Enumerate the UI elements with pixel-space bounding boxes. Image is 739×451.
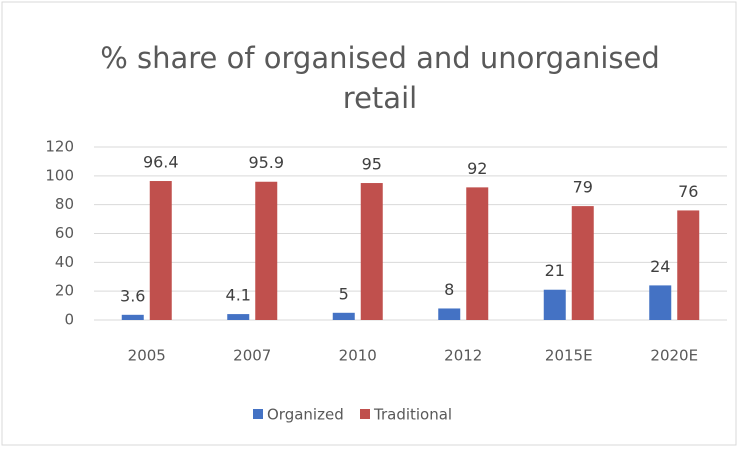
x-tick-label: 2012 [444, 347, 482, 365]
bar [149, 181, 172, 320]
data-label: 92 [467, 159, 487, 178]
x-tick-label: 2010 [339, 347, 377, 365]
bar [543, 289, 566, 320]
bar [438, 308, 461, 320]
y-tick-label: 100 [45, 166, 74, 184]
y-tick-label: 40 [55, 253, 74, 271]
bar [649, 285, 672, 320]
data-label: 8 [444, 280, 454, 299]
y-tick-label: 60 [55, 224, 74, 242]
data-label: 5 [339, 284, 349, 303]
y-tick-label: 80 [55, 195, 74, 213]
data-label: 4.1 [226, 286, 251, 305]
bar [332, 312, 355, 320]
x-tick-label: 2015E [545, 347, 593, 365]
chart-title: % share of organised and unorganised [100, 41, 660, 75]
y-tick-label: 120 [45, 138, 74, 156]
data-label: 21 [545, 261, 565, 280]
bar [360, 183, 383, 320]
legend-label: Organized [267, 406, 344, 424]
data-label: 3.6 [120, 286, 145, 305]
chart-title: retail [343, 81, 417, 115]
bar [677, 210, 700, 320]
x-tick-label: 2020E [650, 347, 698, 365]
bar [255, 181, 278, 320]
data-label: 96.4 [143, 153, 179, 172]
bar [121, 314, 144, 320]
data-label: 95 [362, 155, 382, 174]
legend-swatch [360, 409, 370, 419]
data-label: 76 [678, 182, 698, 201]
data-label: 95.9 [248, 153, 284, 172]
y-tick-label: 0 [64, 311, 74, 329]
y-tick-label: 20 [55, 282, 74, 300]
data-label: 79 [573, 178, 593, 197]
bar [227, 314, 250, 320]
bar [466, 187, 489, 320]
x-tick-label: 2007 [233, 347, 271, 365]
bar [571, 206, 594, 320]
data-label: 24 [650, 257, 670, 276]
legend-swatch [253, 409, 263, 419]
legend-label: Traditional [373, 406, 452, 424]
x-tick-label: 2005 [128, 347, 166, 365]
